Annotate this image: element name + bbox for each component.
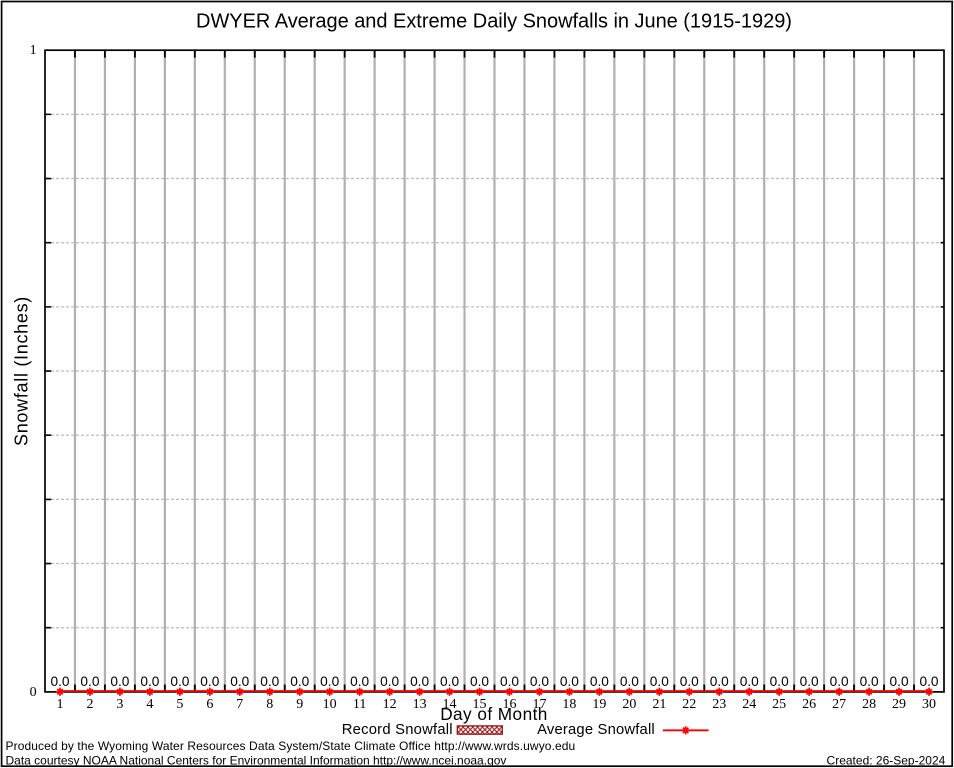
svg-text:0.0: 0.0 [530, 674, 549, 689]
svg-text:12: 12 [383, 697, 397, 712]
svg-text:0.0: 0.0 [560, 674, 579, 689]
svg-text:15: 15 [473, 697, 487, 712]
svg-text:25: 25 [772, 697, 786, 712]
svg-text:0.0: 0.0 [110, 674, 129, 689]
svg-text:30: 30 [922, 697, 936, 712]
svg-text:0.0: 0.0 [200, 674, 219, 689]
svg-text:Day of Month: Day of Month [440, 704, 548, 724]
svg-text:21: 21 [652, 697, 666, 712]
svg-text:0.0: 0.0 [170, 674, 189, 689]
svg-text:0: 0 [30, 685, 37, 700]
svg-text:1: 1 [30, 43, 37, 58]
svg-text:14: 14 [443, 697, 457, 712]
svg-text:0.0: 0.0 [860, 674, 879, 689]
svg-text:16: 16 [502, 697, 516, 712]
svg-text:23: 23 [712, 697, 726, 712]
svg-text:0.0: 0.0 [590, 674, 609, 689]
svg-text:9: 9 [296, 697, 303, 712]
svg-text:0.0: 0.0 [680, 674, 699, 689]
svg-text:5: 5 [176, 697, 183, 712]
svg-text:0.0: 0.0 [920, 674, 939, 689]
svg-text:0.0: 0.0 [800, 674, 819, 689]
svg-text:DWYER Average and Extreme Dail: DWYER Average and Extreme Daily Snowfall… [196, 10, 792, 32]
svg-text:10: 10 [323, 697, 337, 712]
svg-text:0.0: 0.0 [410, 674, 429, 689]
svg-text:3: 3 [116, 697, 123, 712]
svg-text:2: 2 [86, 697, 93, 712]
svg-text:Average Snowfall: Average Snowfall [537, 722, 655, 738]
svg-text:0.0: 0.0 [620, 674, 639, 689]
svg-text:0.0: 0.0 [320, 674, 339, 689]
svg-text:0.0: 0.0 [260, 674, 279, 689]
svg-text:11: 11 [353, 697, 366, 712]
svg-text:0.0: 0.0 [500, 674, 519, 689]
svg-text:13: 13 [413, 697, 427, 712]
svg-text:28: 28 [862, 697, 876, 712]
svg-text:0.0: 0.0 [650, 674, 669, 689]
svg-text:18: 18 [562, 697, 576, 712]
svg-text:17: 17 [532, 697, 546, 712]
svg-text:0.0: 0.0 [350, 674, 369, 689]
svg-text:7: 7 [236, 697, 243, 712]
svg-text:0.0: 0.0 [140, 674, 159, 689]
svg-text:6: 6 [206, 697, 213, 712]
svg-text:0.0: 0.0 [290, 674, 309, 689]
svg-text:0.0: 0.0 [230, 674, 249, 689]
svg-text:Produced by the Wyoming Water: Produced by the Wyoming Water Resources … [6, 739, 576, 753]
svg-text:Created: 26-Sep-2024: Created: 26-Sep-2024 [827, 753, 946, 767]
svg-text:24: 24 [742, 697, 756, 712]
svg-text:20: 20 [622, 697, 636, 712]
svg-text:0.0: 0.0 [740, 674, 759, 689]
svg-text:26: 26 [802, 697, 816, 712]
svg-text:29: 29 [892, 697, 906, 712]
svg-text:8: 8 [266, 697, 273, 712]
svg-text:22: 22 [682, 697, 696, 712]
svg-text:Record Snowfall: Record Snowfall [342, 722, 453, 738]
svg-text:0.0: 0.0 [890, 674, 909, 689]
svg-text:0.0: 0.0 [50, 674, 69, 689]
svg-text:0.0: 0.0 [770, 674, 789, 689]
svg-text:0.0: 0.0 [710, 674, 729, 689]
svg-text:0.0: 0.0 [830, 674, 849, 689]
svg-text:4: 4 [146, 697, 153, 712]
svg-text:0.0: 0.0 [470, 674, 489, 689]
svg-text:0.0: 0.0 [380, 674, 399, 689]
svg-text:Data courtesy NOAA National Ce: Data courtesy NOAA National Centers for … [6, 753, 507, 767]
svg-text:0.0: 0.0 [80, 674, 99, 689]
svg-text:19: 19 [592, 697, 606, 712]
svg-text:0.0: 0.0 [440, 674, 459, 689]
svg-text:1: 1 [56, 697, 63, 712]
svg-text:27: 27 [832, 697, 846, 712]
svg-text:Snowfall (Inches): Snowfall (Inches) [12, 296, 32, 446]
